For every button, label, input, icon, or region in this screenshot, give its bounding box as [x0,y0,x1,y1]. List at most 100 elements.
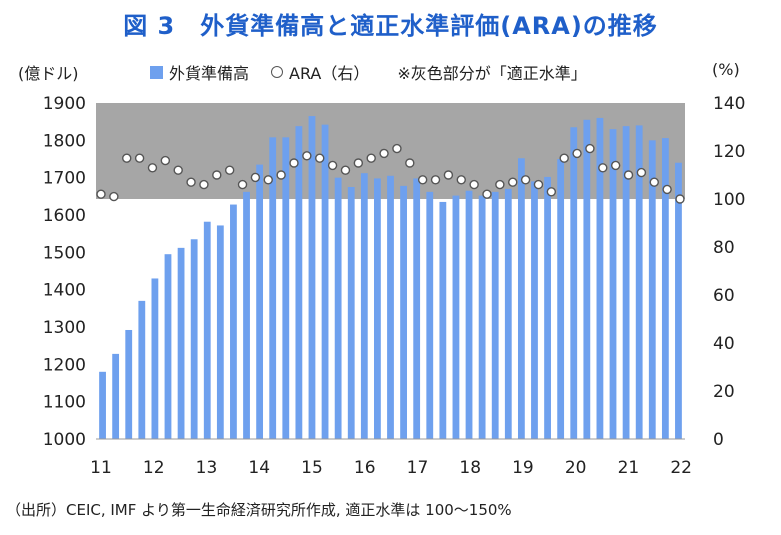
reserve-bar [387,175,394,440]
ara-marker [520,175,531,185]
x-tick-label: 16 [354,458,376,478]
reserve-bar [151,278,159,439]
ara-marker [610,160,621,171]
x-tick-label: 14 [248,458,270,478]
ara-marker [443,170,454,180]
reserve-bar [203,221,211,439]
reserve-bar [125,329,133,439]
ara-marker [302,151,312,161]
reserve-bar [452,195,460,439]
right-tick-label: 60 [713,286,735,306]
reserve-bar [295,126,303,439]
reserve-bar [675,162,682,439]
right-axis-unit: (%) [712,60,740,79]
legend-bar-swatch [150,65,163,79]
legend-line-label: ARA（右） [289,64,370,83]
right-tick-label: 40 [713,334,735,354]
ara-marker [327,160,338,171]
ara-marker [508,177,518,187]
left-tick-label: 1300 [43,318,86,338]
right-tick-label: 20 [713,382,735,402]
reserve-bar [583,119,591,440]
reserve-bar [465,190,473,439]
reserve-bar [557,159,565,439]
ara-marker [160,155,171,166]
ara-marker [340,165,351,175]
reserve-bar [570,127,578,440]
reserve-bar [635,125,643,440]
left-tick-label: 1500 [43,243,86,263]
x-tick-label: 22 [670,458,692,478]
left-tick-label: 1000 [43,430,86,450]
right-tick-label: 80 [713,238,735,258]
ara-marker [469,179,479,190]
ara-marker [109,191,119,202]
reserve-bar [374,178,381,439]
ara-marker [585,143,595,154]
x-tick-label: 11 [90,458,112,478]
reserve-bar [269,137,277,439]
reserve-bar [243,191,250,439]
left-tick-label: 1400 [43,281,86,301]
reserve-bar [190,239,198,439]
ara-marker [456,175,466,185]
reserve-bar [544,176,551,440]
reserve-bar [400,185,407,439]
reserve-bar [531,181,538,439]
ara-marker [392,143,402,154]
reserve-bar [439,201,447,439]
reserve-bar [478,195,486,439]
ara-marker [224,165,235,175]
reserve-bar [622,126,630,439]
reserve-bar [491,191,499,439]
reserve-bar [321,124,329,440]
ara-marker [289,158,299,168]
ara-marker [572,148,582,159]
ara-marker [173,165,183,175]
right-tick-label: 140 [713,94,745,114]
reserve-bar [256,164,264,439]
x-tick-label: 20 [565,458,587,478]
x-tick-label: 19 [512,458,534,478]
ara-marker [675,194,685,204]
legend-note: ※灰色部分が「適正水準」 [397,64,587,83]
ara-marker [147,163,158,173]
ara-marker [482,189,492,199]
ara-marker [546,187,557,197]
right-tick-label: 100 [713,190,745,210]
right-tick-label: 0 [713,430,724,450]
ara-marker [636,167,647,178]
reserve-bar [112,353,120,439]
reserve-bar [648,140,656,440]
reserve-bar [413,178,421,439]
ara-marker [417,175,428,185]
ara-marker [276,170,286,180]
ara-marker [379,148,389,159]
reserve-bar [138,300,146,439]
x-tick-label: 18 [459,458,481,478]
ara-marker [366,153,376,163]
reserve-bar [596,117,604,439]
ara-marker [598,163,608,173]
reserve-bar [99,371,106,439]
x-tick-label: 13 [196,458,218,478]
ara-marker [662,184,672,195]
left-tick-label: 1200 [43,355,86,375]
ara-marker [559,153,569,163]
left-axis-unit: (億ドル) [18,64,79,83]
x-tick-label: 15 [301,458,323,478]
x-tick-label: 12 [143,458,165,478]
ara-marker [122,153,132,163]
ara-marker [405,158,415,168]
reserve-bar [517,158,525,439]
reserve-bar [334,177,342,439]
ara-marker [533,179,544,190]
reserve-bar [216,225,224,439]
legend: 外貨準備高 ARA（右） ※灰色部分が「適正水準」 [150,60,587,84]
reserve-bar [282,137,290,439]
reserve-bar [426,191,434,439]
legend-marker-swatch [271,66,284,78]
ara-marker [199,179,209,190]
reserve-bar [609,129,617,439]
